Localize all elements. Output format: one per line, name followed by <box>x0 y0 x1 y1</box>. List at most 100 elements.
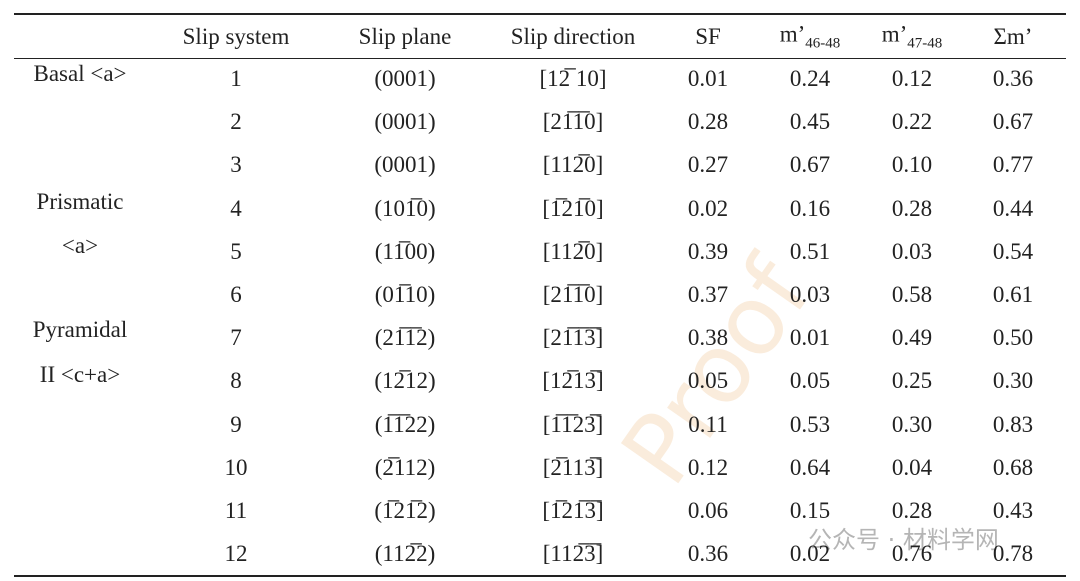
table-cell: 0.24 <box>789 66 831 91</box>
column-header: Slip direction <box>511 24 636 50</box>
table-cell: 0.28 <box>891 195 933 221</box>
table-cell: 0.28 <box>687 109 729 135</box>
table-cell: 0.77 <box>992 152 1034 178</box>
table-cell: 0.27 <box>687 152 729 178</box>
top-rule <box>14 13 1066 15</box>
header-subscript: 46-48 <box>805 35 841 52</box>
table-cell: 0.43 <box>992 498 1034 523</box>
header-subscript: 47-48 <box>907 35 943 52</box>
table-cell: (1̅21̅2) <box>374 498 436 523</box>
table-cell: 0.12 <box>687 454 729 480</box>
table-cell: [112̅3̅] <box>542 541 604 567</box>
table-cell: 0.30 <box>891 411 933 437</box>
bottom-rule <box>14 575 1066 577</box>
table-cell: 0.15 <box>789 498 831 523</box>
table-cell: 0.30 <box>992 368 1034 394</box>
table-cell: 0.51 <box>789 238 831 264</box>
table-cell: 0.45 <box>789 109 831 135</box>
header-text: Slip plane <box>358 24 452 49</box>
table-cell: 0.28 <box>891 498 933 523</box>
table-cell: (101̅0) <box>374 195 436 221</box>
table-cell: (2̅112) <box>374 454 436 480</box>
table-cell: 0.64 <box>789 454 831 480</box>
table-cell: (0001) <box>374 66 436 91</box>
header-text: Σm’ <box>993 24 1033 49</box>
table-cell: (12̅12) <box>374 368 436 394</box>
table-cell: 0.25 <box>891 368 933 394</box>
table-cell: 0.67 <box>992 109 1034 135</box>
table-cell: 0.58 <box>891 282 933 307</box>
table-cell: 0.83 <box>992 411 1034 437</box>
table-cell: 4 <box>230 195 242 221</box>
table-cell: (01̅10) <box>374 282 436 307</box>
table-cell: 0.78 <box>992 541 1034 567</box>
table-cell: 0.01 <box>789 325 831 351</box>
group-label: Pyramidal <box>32 317 128 342</box>
table-cell: 0.76 <box>891 541 933 567</box>
table-cell: 0.22 <box>891 109 933 135</box>
table-cell: 0.01 <box>687 66 729 91</box>
table-cell: 0.67 <box>789 152 831 178</box>
table-cell: 0.49 <box>891 325 933 351</box>
group-label: <a> <box>61 233 99 258</box>
table-cell: 12 <box>224 541 248 567</box>
table-cell: 11 <box>224 498 248 523</box>
group-label: Basal <a> <box>33 61 127 86</box>
table-cell: 10 <box>224 454 248 480</box>
table-cell: [112̅0] <box>542 238 604 264</box>
table-cell: [21̅1̅0] <box>542 109 604 135</box>
table-cell: 0.05 <box>789 368 831 394</box>
column-header: Slip plane <box>359 24 452 50</box>
table-cell: 0.36 <box>687 541 729 567</box>
table-cell: 0.61 <box>992 282 1034 307</box>
table-cell: 0.04 <box>891 454 933 480</box>
table-cell: 0.37 <box>687 282 729 307</box>
table-cell: 0.54 <box>992 238 1034 264</box>
table-cell: 0.39 <box>687 238 729 264</box>
column-header: m’46-48 <box>780 22 841 53</box>
table-cell: [1̅1̅23̅] <box>542 411 604 437</box>
column-header: m’47-48 <box>882 22 943 53</box>
header-text: m’ <box>779 21 806 47</box>
table-cell: 3 <box>230 152 242 178</box>
table-cell: [12̅ 10] <box>539 66 607 91</box>
table-cell: 6 <box>230 282 242 307</box>
header-text: m’ <box>881 21 908 47</box>
table-cell: (1̅1̅22) <box>374 411 436 437</box>
table-cell: (0001) <box>374 109 436 135</box>
table-cell: [21̅1̅0] <box>542 282 604 307</box>
table-cell: 9 <box>230 411 242 437</box>
header-rule <box>14 58 1066 59</box>
table-cell: 0.38 <box>687 325 729 351</box>
table-cell: 7 <box>230 325 242 351</box>
table-cell: 0.44 <box>992 195 1034 221</box>
column-header: Σm’ <box>994 24 1033 50</box>
group-label: Prismatic <box>36 189 124 214</box>
table-cell: [21̅1̅3̅] <box>542 325 604 351</box>
column-header: SF <box>695 24 721 50</box>
table-cell: 0.16 <box>789 195 831 221</box>
table-cell: 0.06 <box>687 498 729 523</box>
table-cell: 5 <box>230 238 242 264</box>
header-text: SF <box>695 24 721 49</box>
table-cell: (112̅2) <box>374 541 436 567</box>
table-cell: 0.03 <box>789 282 831 307</box>
table-cell: 0.02 <box>687 195 729 221</box>
table-cell: 8 <box>230 368 242 394</box>
table-cell: 0.10 <box>891 152 933 178</box>
table-cell: 0.53 <box>789 411 831 437</box>
table-cell: 0.68 <box>992 454 1034 480</box>
header-text: Slip direction <box>510 24 636 49</box>
table-cell: [1̅21̅3̅] <box>542 498 604 523</box>
table-cell: [12̅13̅] <box>542 368 604 394</box>
table-cell: (11̅00) <box>374 238 436 264</box>
table-cell: 0.11 <box>688 411 728 437</box>
table-cell: 0.12 <box>891 66 933 91</box>
table-cell: 0.03 <box>891 238 933 264</box>
group-label: II <c+a> <box>39 362 121 387</box>
table-cell: (21̅1̅2) <box>374 325 436 351</box>
table-cell: 0.50 <box>992 325 1034 351</box>
column-header: Slip system <box>183 24 290 50</box>
table-cell: 0.02 <box>789 541 831 567</box>
